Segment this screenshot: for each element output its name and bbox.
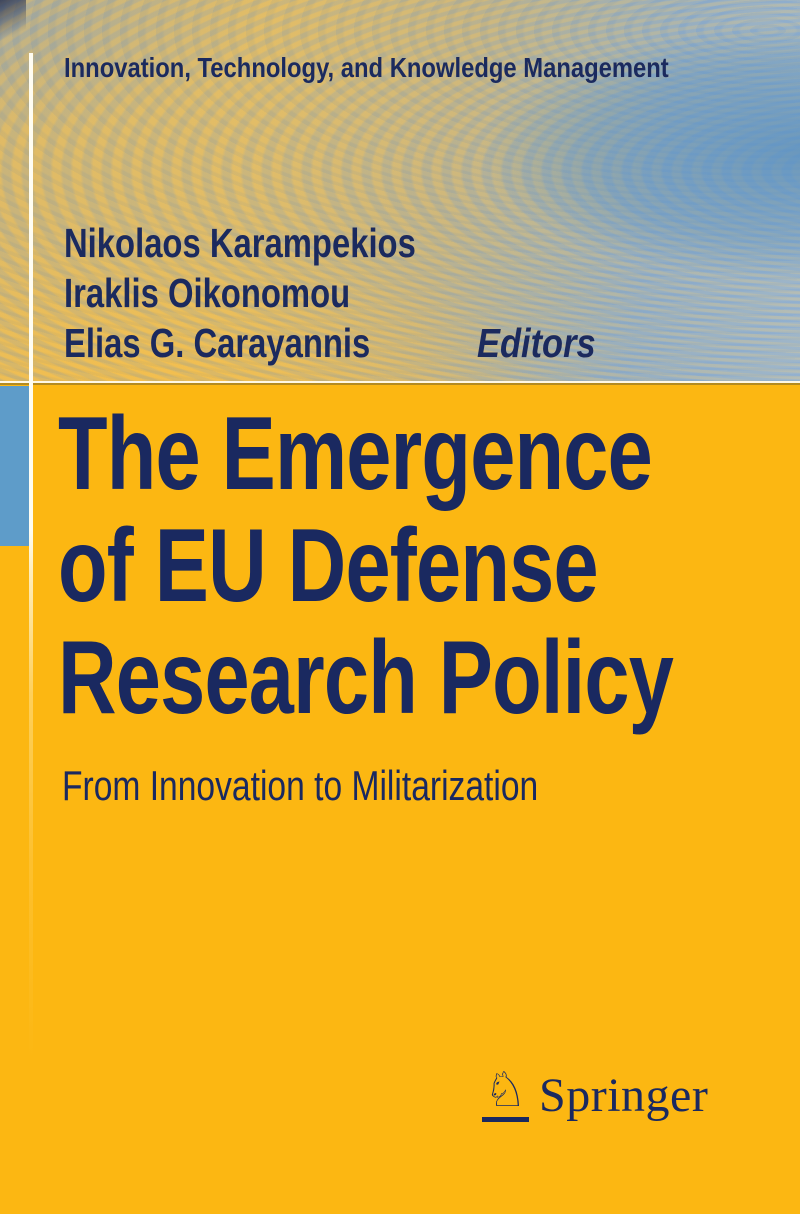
subtitle: From Innovation to Militarization — [62, 762, 539, 809]
swirl-background — [0, 0, 800, 381]
author-name: Elias G. Carayannis Editors — [64, 320, 596, 366]
series-title-text: Innovation, Technology, and Knowledge Ma… — [64, 52, 669, 83]
author-list: Nikolaos Karampekios Iraklis Oikonomou E… — [64, 218, 618, 368]
publisher-wordmark: Springer — [539, 1069, 709, 1122]
author-name: Nikolaos Karampekios — [64, 220, 416, 266]
author-name: Iraklis Oikonomou — [64, 270, 351, 316]
yellow-field — [0, 385, 800, 1214]
corner-shade — [0, 0, 26, 52]
title-line-1: The Emergence — [58, 396, 653, 512]
left-blue-tab — [0, 386, 29, 546]
series-title: Innovation, Technology, and Knowledge Ma… — [64, 52, 775, 84]
title-line-2: of EU Defense — [58, 508, 599, 624]
springer-knight-icon: ♘ — [482, 1066, 530, 1122]
publisher-logo: ♘ Springer — [482, 1066, 708, 1122]
divider-line — [0, 381, 800, 385]
vertical-rule — [29, 53, 33, 1090]
book-title: The Emergence of EU Defense Research Pol… — [58, 398, 800, 734]
editors-label: Editors — [476, 320, 596, 366]
title-line-3: Research Policy — [58, 620, 674, 736]
